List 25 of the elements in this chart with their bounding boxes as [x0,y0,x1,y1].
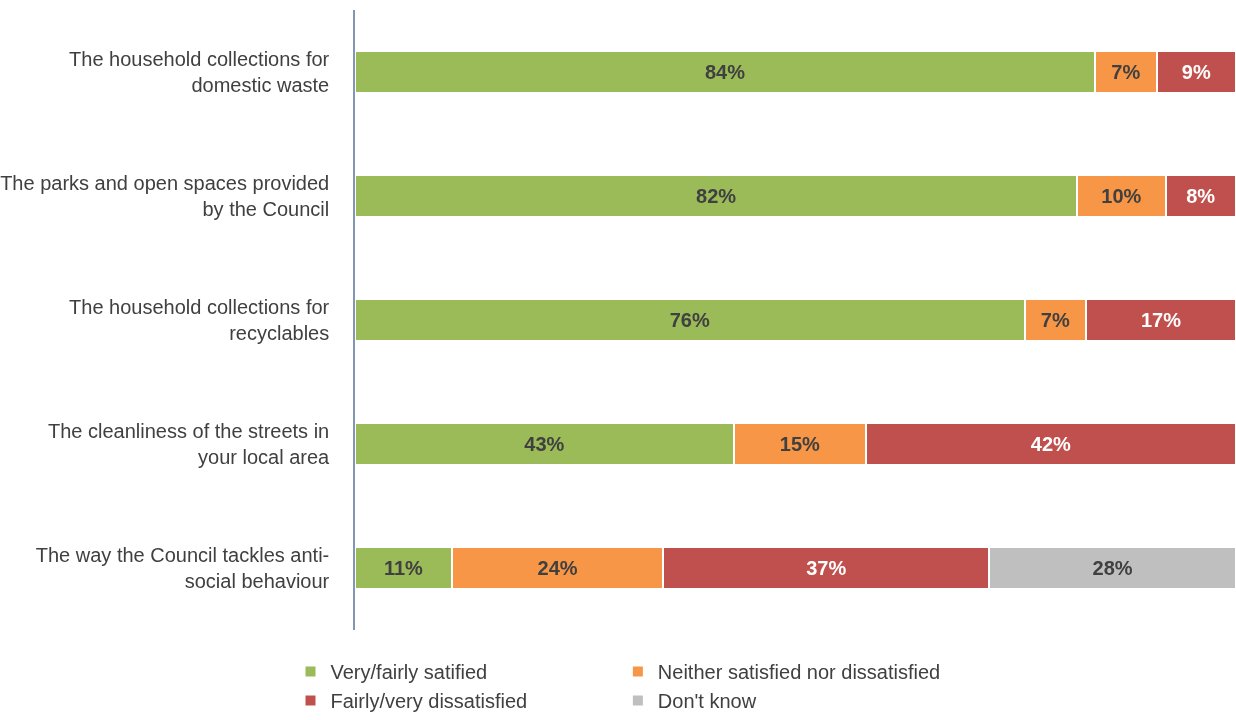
data-label: 37% [806,557,847,579]
data-label: 24% [537,557,578,579]
legend-label: Don't know [657,690,757,713]
data-label: 9% [1181,61,1211,83]
data-label: 76% [669,309,710,331]
data-label: 10% [1101,185,1142,207]
y-tick-label: The household collections for domestic waste [69,48,330,96]
legend-label: Neither satisfied nor dissatisfied [657,661,941,684]
data-label: 15% [779,433,821,455]
data-label: 8% [1186,185,1216,207]
legend-label: Fairly/very dissatisfied [330,690,528,713]
legend-label: Very/fairly satified [330,661,488,684]
data-label: 84% [704,61,746,83]
data-label: 28% [1092,557,1133,579]
y-tick-label: The household collections for recyclables [69,296,330,344]
data-label: 42% [1030,433,1072,455]
data-label: 7% [1111,61,1141,83]
data-label: 17% [1140,309,1182,331]
y-tick-label: The parks and open spaces provided by the Council [0,172,330,220]
data-label: 11% [383,557,424,579]
data-label: 7% [1040,309,1070,331]
y-tick-label: The way the Council tackles anti-social behaviour [35,544,330,592]
y-tick-label: The cleanliness of the streets in your local area [47,420,331,468]
data-label: 43% [524,433,565,455]
data-label: 82% [696,185,737,207]
